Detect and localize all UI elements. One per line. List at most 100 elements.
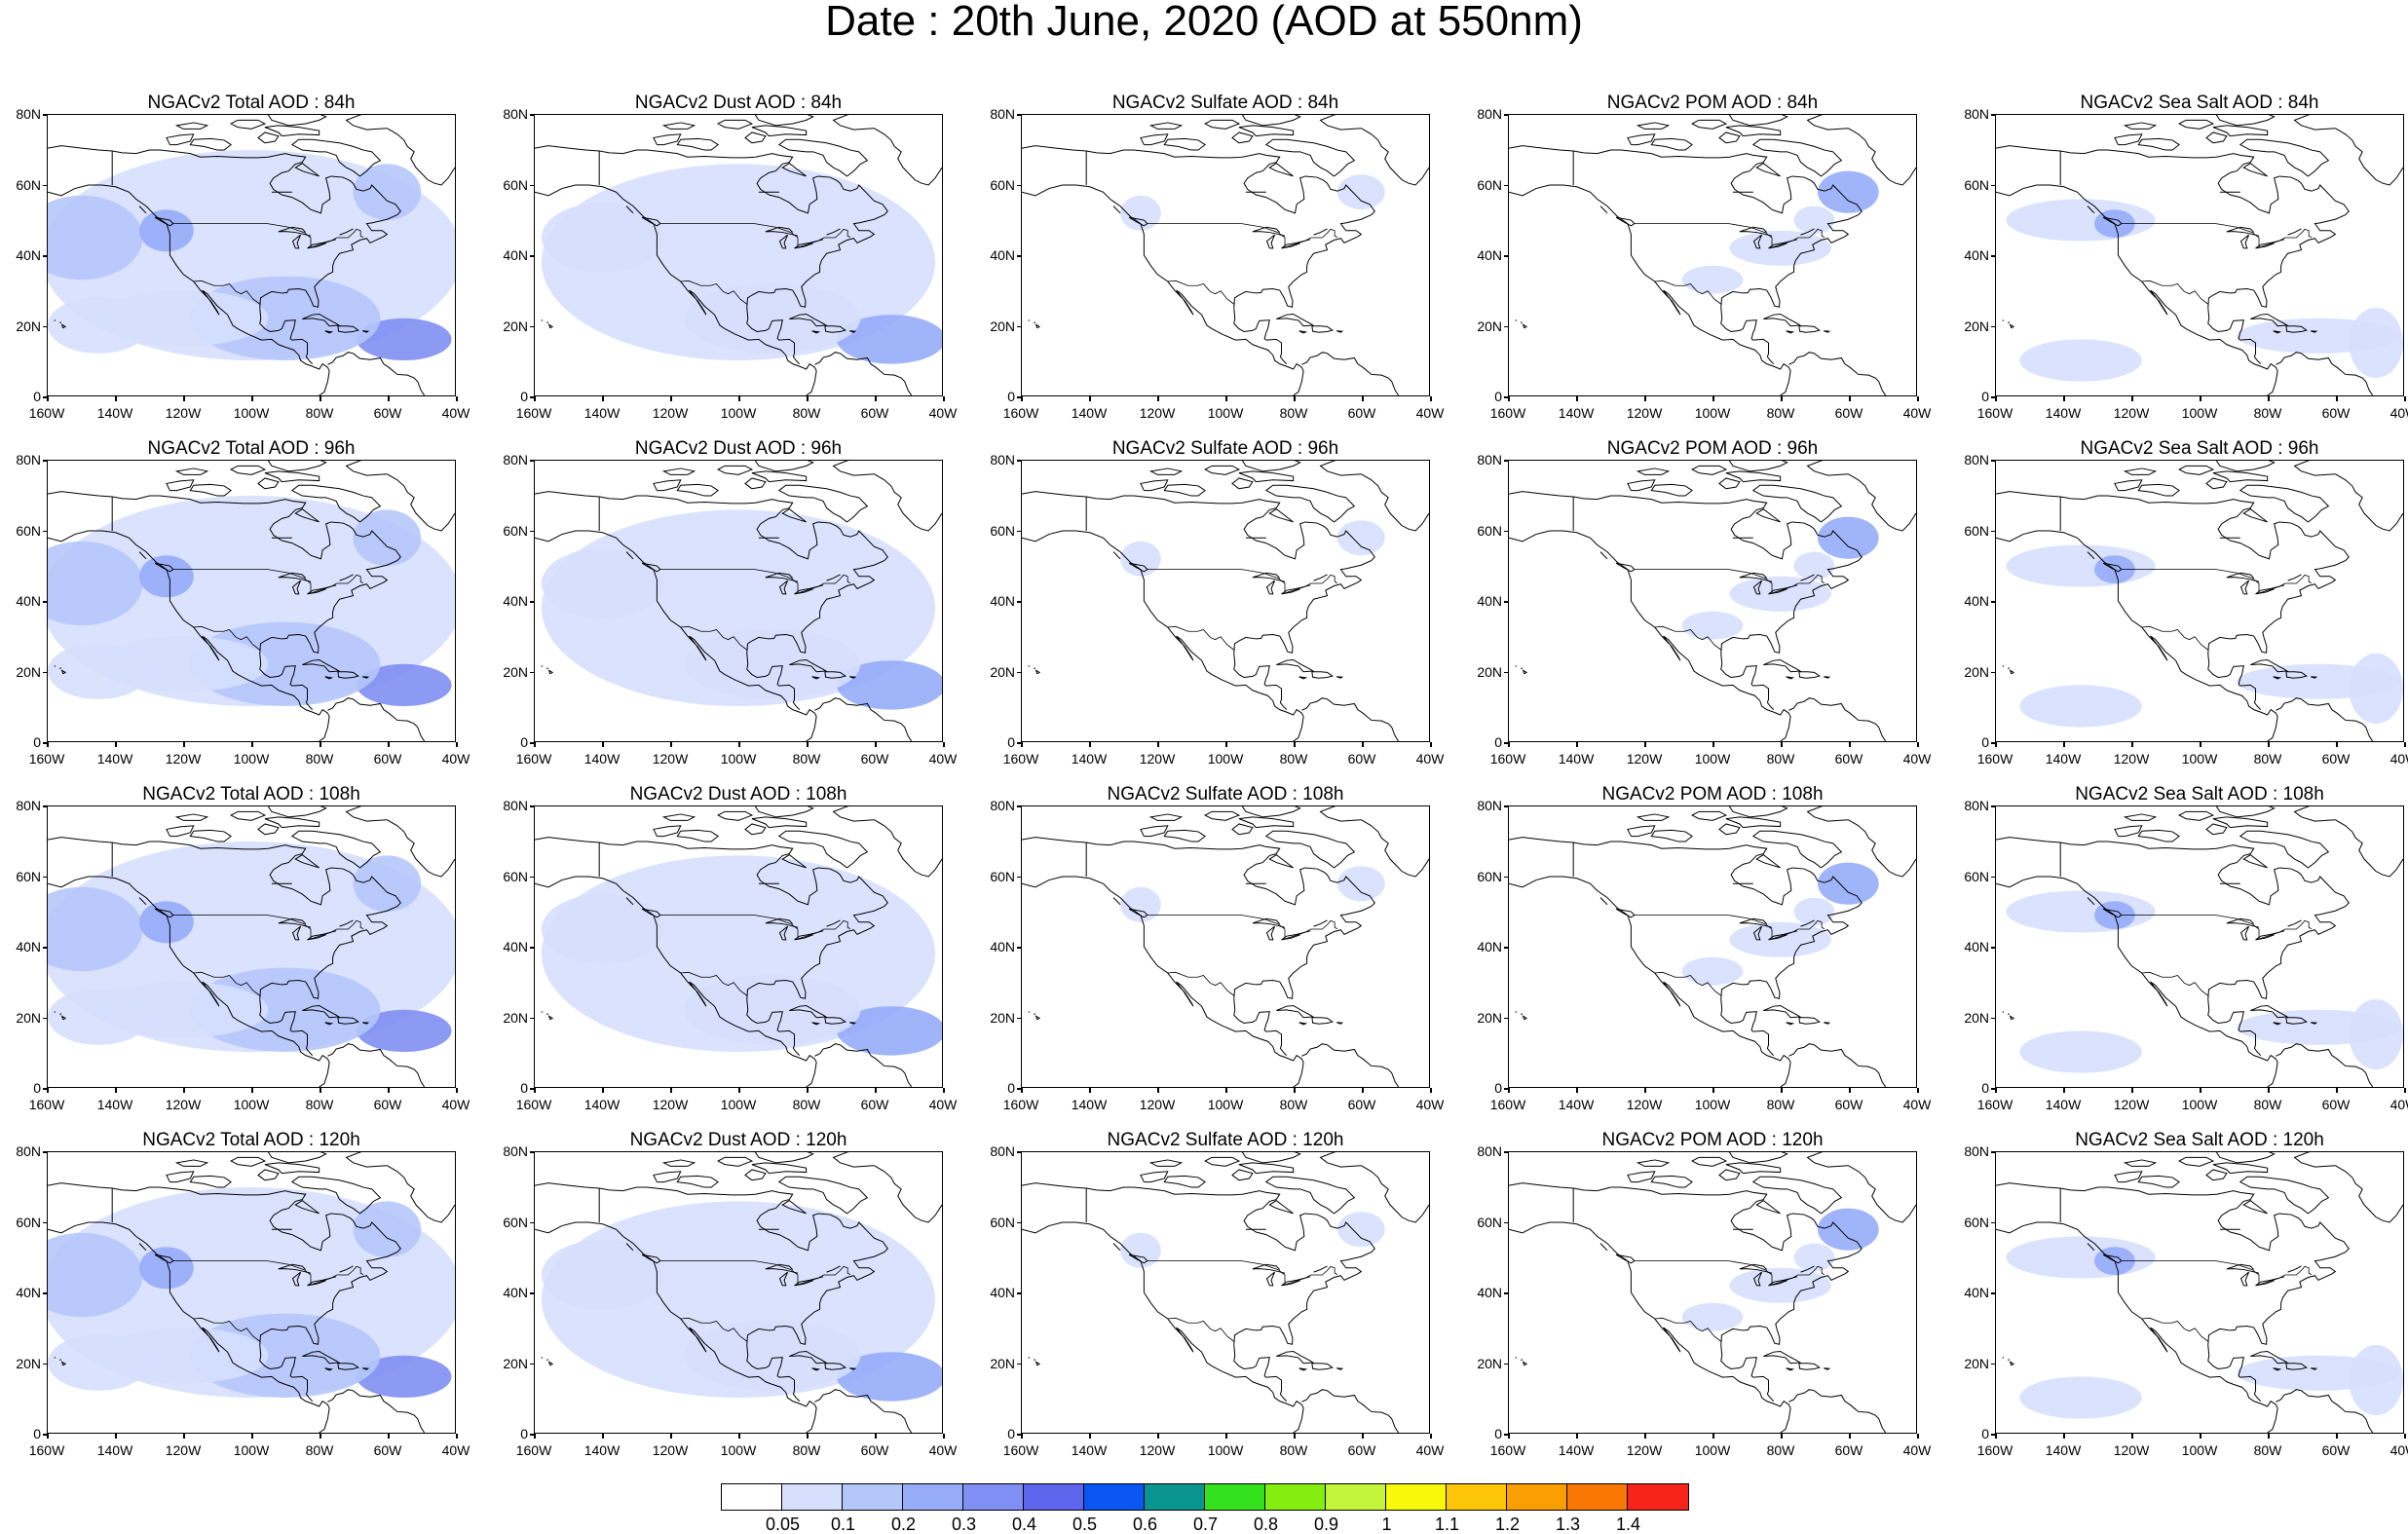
map-frame xyxy=(47,805,456,1088)
x-tick-mark xyxy=(2063,396,2065,401)
country-border xyxy=(658,1260,851,1286)
coastline xyxy=(339,574,354,581)
map-plot xyxy=(1996,1152,2403,1433)
country-border xyxy=(1633,915,1825,940)
coastline xyxy=(337,1363,359,1370)
x-tick-mark xyxy=(1294,1434,1296,1439)
x-tick-label: 140W xyxy=(2045,751,2082,767)
coastlines xyxy=(1509,461,1916,741)
y-tick-label: 60N xyxy=(503,522,528,539)
coastline xyxy=(387,1165,455,1223)
coastline xyxy=(2205,1169,2228,1181)
map-frame xyxy=(1508,805,1917,1088)
y-tick-label: 20N xyxy=(16,1355,41,1371)
country-border xyxy=(680,1317,748,1343)
coastline xyxy=(744,823,767,836)
x-tick-mark xyxy=(1781,1088,1783,1093)
y-tick-label: 60N xyxy=(990,176,1015,193)
y-tick-mark xyxy=(530,601,534,603)
coastline xyxy=(2137,1175,2180,1188)
x-tick-label: 120W xyxy=(1626,1097,1663,1112)
coastline xyxy=(1728,115,1788,127)
coastline xyxy=(547,1361,554,1366)
coastline xyxy=(1022,876,1304,1087)
coastline xyxy=(267,806,327,818)
map-plot xyxy=(535,115,942,395)
x-tick-mark xyxy=(388,742,390,747)
map-panel: NGACv2 Sea Salt AOD : 84h 80N 60N 40N 20N 0 16… xyxy=(1956,93,2408,463)
coastline xyxy=(832,1152,875,1168)
coastline xyxy=(1798,1017,1821,1025)
map-frame xyxy=(1995,1151,2404,1434)
coastline xyxy=(1768,1276,1798,1287)
coastline xyxy=(777,138,869,177)
coastline xyxy=(1798,671,1821,679)
aod-patch xyxy=(356,318,452,360)
coastline xyxy=(1996,530,2278,741)
y-tick-mark xyxy=(1991,1292,1995,1294)
coastline xyxy=(1128,1253,1148,1264)
aod-patch xyxy=(1681,1302,1744,1331)
y-tick-label: 40N xyxy=(503,247,528,263)
x-tick-label: 120W xyxy=(652,1097,689,1112)
coastline xyxy=(1763,1004,1802,1019)
y-tick-label: 20N xyxy=(1964,663,1989,680)
x-tick-label: 80W xyxy=(792,1442,821,1458)
coastline xyxy=(1204,1156,1241,1167)
coastline xyxy=(744,131,767,144)
y-tick-mark xyxy=(1504,805,1508,807)
coastline xyxy=(1509,837,1862,1000)
coastline xyxy=(1788,697,1887,741)
x-tick-label: 160W xyxy=(28,751,65,767)
x-tick-label: 140W xyxy=(2045,1442,2082,1458)
x-tick-label: 140W xyxy=(96,405,133,421)
coastline xyxy=(2311,1022,2318,1025)
x-tick-mark xyxy=(1430,1434,1432,1439)
coastline xyxy=(257,823,280,836)
coastline xyxy=(781,508,807,523)
coastline xyxy=(535,491,888,655)
aod-field xyxy=(1681,862,1879,986)
coastline xyxy=(2250,1350,2289,1365)
coastline xyxy=(345,461,388,476)
coastline xyxy=(259,998,314,1056)
y-tick-mark xyxy=(530,114,534,116)
coastline xyxy=(1311,671,1334,679)
y-tick-mark xyxy=(1991,460,1995,462)
x-tick-mark xyxy=(1508,396,1510,401)
aod-patch xyxy=(2019,685,2142,728)
x-tick-label: 40W xyxy=(2389,405,2408,421)
coastline xyxy=(1264,484,1356,523)
coastline xyxy=(2276,1389,2374,1433)
y-tick-label: 40N xyxy=(503,939,528,954)
country-border xyxy=(1654,280,1722,306)
coastline xyxy=(2287,1265,2302,1273)
coastline xyxy=(765,1263,799,1274)
aod-patch xyxy=(139,901,194,944)
x-tick-label: 40W xyxy=(1415,405,1445,421)
y-tick-label: 0 xyxy=(1007,1080,1015,1096)
coastline xyxy=(2215,1152,2276,1164)
coastline xyxy=(849,330,857,333)
aod-field xyxy=(2006,1236,2403,1419)
x-tick-mark xyxy=(738,396,740,401)
coastline xyxy=(1301,1389,1400,1433)
coastline xyxy=(259,307,314,364)
map-panel: NGACv2 Dust AOD : 120h 80N 60N 40N 20N 0 160W 1… xyxy=(495,1130,982,1500)
x-tick-label: 120W xyxy=(2113,1097,2150,1112)
y-tick-mark xyxy=(1017,1088,1021,1090)
x-tick-label: 140W xyxy=(1558,751,1595,767)
x-tick-mark xyxy=(875,1434,877,1439)
coastline xyxy=(1509,184,1791,395)
y-tick-mark xyxy=(1991,396,1995,398)
coastline xyxy=(257,1169,280,1181)
coastline xyxy=(1650,483,1693,497)
x-tick-mark xyxy=(2404,742,2406,747)
x-tick-mark xyxy=(943,1434,945,1439)
coastline xyxy=(290,484,382,523)
coastline xyxy=(547,323,554,329)
x-tick-mark xyxy=(1362,396,1364,401)
coastline xyxy=(1522,323,1528,329)
country-border xyxy=(1654,971,1722,997)
x-tick-mark xyxy=(115,742,117,747)
